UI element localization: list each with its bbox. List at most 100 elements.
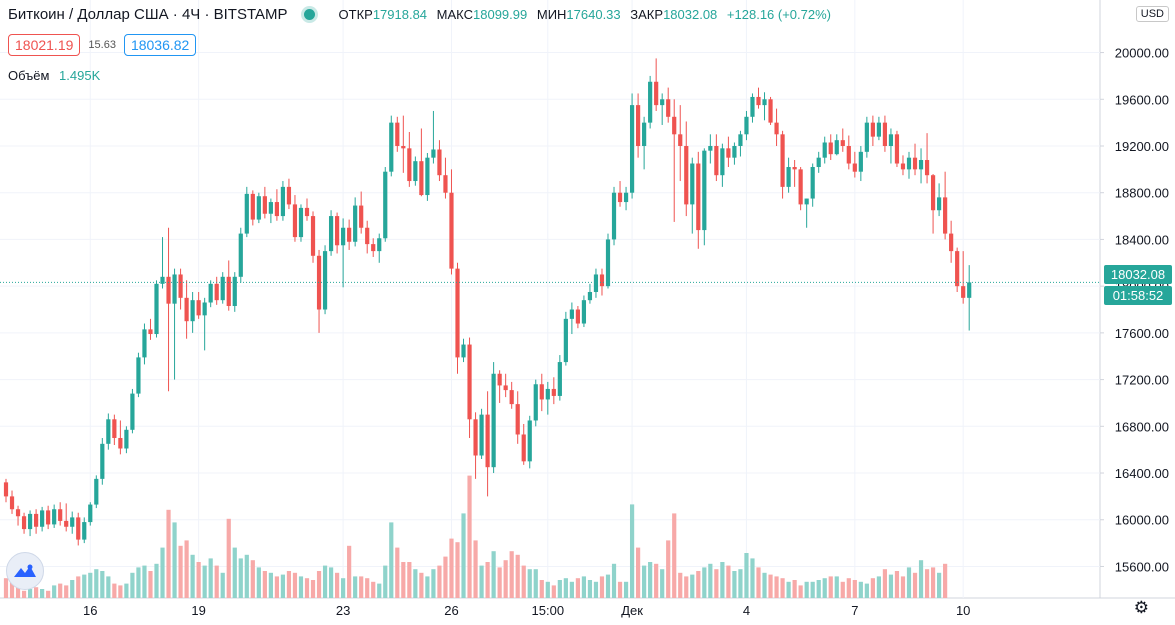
candle-body [3,482,9,497]
tradingview-logo-icon[interactable] [6,552,44,590]
volume-bar [581,576,587,598]
volume-bar [316,571,322,598]
symbol-title[interactable]: Биткоин / Доллар США · 4Ч · BITSTAMP [8,6,288,23]
volume-bar [852,580,857,598]
volume-bar [298,576,304,598]
volume-bar [720,562,725,598]
candle-body [684,145,689,205]
candle-body [852,163,857,172]
volume-bar [906,567,912,598]
ohlc-values: ОТКР17918.84 МАКС18099.99 МИН17640.33 ЗА… [333,7,831,22]
candle-body [34,513,39,527]
candle-body [816,157,821,168]
time-axis[interactable]: 16 19 23 26 15:00 Дек 4 7 10 [83,603,970,618]
candle-body [130,393,135,430]
candle-body [64,520,69,527]
volume-bar [774,576,779,598]
volume-bar [762,572,767,598]
candle-body [762,99,767,106]
volume-bar [756,567,761,598]
volume-bar [202,565,207,598]
candle-body [88,504,93,523]
close-label: ЗАКР [630,7,664,22]
volume-bar [371,581,376,598]
candle-body [864,122,869,152]
volume-bar [27,589,33,598]
high-label: МАКС [436,7,473,22]
volume-bar [431,569,436,598]
volume-bar [840,581,845,598]
candle-body [774,122,779,135]
candle-body [780,134,785,187]
sell-price-button[interactable]: 18021.19 [8,34,81,56]
candle-body [581,300,587,324]
volume-bar [274,576,279,598]
y-tick-label: 16400.00 [1115,466,1169,481]
volume-bar [70,580,75,598]
volume-bar [642,565,647,598]
volume-bar [82,574,87,598]
candle-body [118,437,123,449]
volume-bar [599,576,605,598]
candle-body [184,297,189,322]
candle-body [40,510,45,527]
price-axis[interactable]: 15600.00 16000.00 16400.00 16800.00 17200.00… [1100,46,1169,575]
close-value: 18032.08 [663,7,718,22]
volume-bar [142,565,147,598]
spread-value: 15.63 [88,39,116,51]
candle-body [937,197,942,211]
volume-bar [660,569,665,598]
volume-bar [822,578,827,598]
volume-bar [401,562,406,598]
volume-bar [485,562,490,598]
candle-body [545,388,550,400]
candle-body [961,286,966,298]
buy-price-button[interactable]: 18036.82 [123,34,197,56]
candle-body [720,148,725,176]
candle-body [413,161,418,182]
volume-bar [383,565,388,598]
volume-bar [894,571,900,598]
candle-body [888,134,894,146]
candle-body [250,193,255,220]
volume-bar [912,572,918,598]
candle-body [461,344,466,358]
volume-bar [160,547,165,598]
candle-body [666,99,671,117]
candle-body [967,282,972,298]
candle-body [491,373,496,468]
volume-bar [654,563,659,598]
y-tick-label: 19600.00 [1115,92,1169,107]
volume-legend[interactable]: Объём 1.495K [8,68,100,83]
candle-body [27,513,33,530]
market-status-icon[interactable] [303,9,315,20]
volume-bar [52,585,57,598]
x-tick-label: Дек [621,603,643,618]
candle-body [636,105,641,146]
candle-body [702,150,707,231]
symbol-legend[interactable]: Биткоин / Доллар США · 4Ч · BITSTAMP ОТК… [8,6,831,23]
volume-bar [244,554,249,598]
volume-bar [924,569,930,598]
candle-body [930,175,936,211]
candle-body [527,420,532,462]
candle-body [792,167,797,170]
volume-bar [882,569,888,598]
candle-body [196,300,201,316]
volume-bar [708,563,713,598]
gear-icon[interactable]: ⚙ [1133,598,1149,617]
volume-bar [226,518,231,598]
currency-button[interactable]: USD [1135,6,1169,22]
candle-body [274,202,279,217]
last-price-tags: 18032.08 01:58:52 [1104,265,1172,305]
candle-body [738,134,743,146]
candle-body [611,192,617,240]
volume-bar [118,585,123,598]
volume-bar [130,572,135,598]
volume-bar [750,558,755,598]
candle-body [515,404,520,435]
candle-body [557,362,562,396]
volume-bar [623,581,629,598]
